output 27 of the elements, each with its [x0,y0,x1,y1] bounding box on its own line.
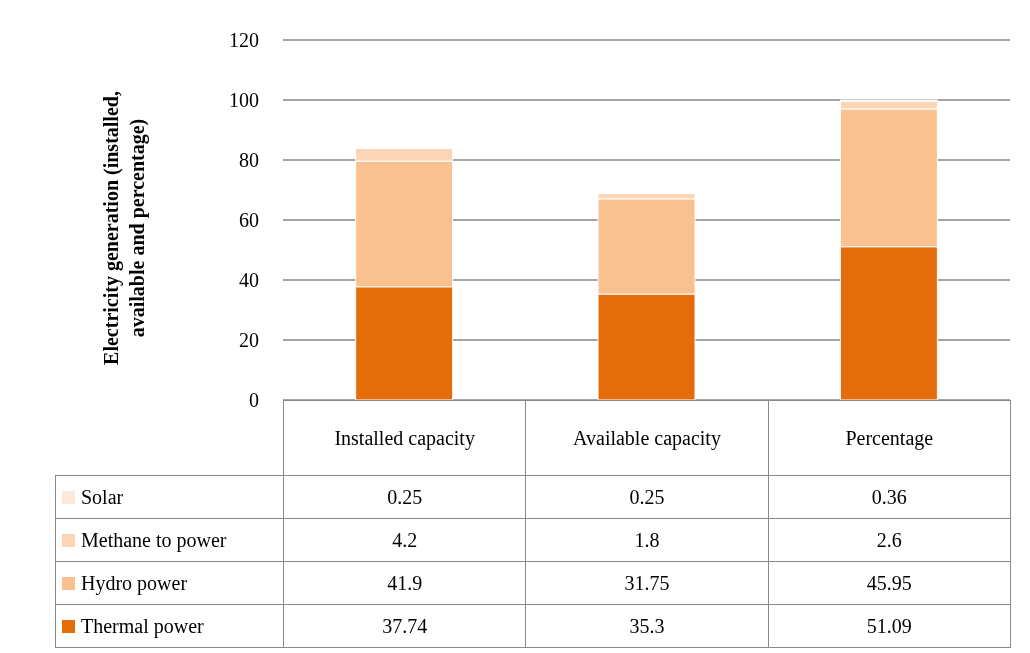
y-tick-label: 80 [239,149,259,172]
data-label: 31.75 [525,561,769,605]
y-tick-label: 0 [249,389,259,412]
x-tick-label: Installed capacity [283,400,527,476]
y-tick-label: 120 [229,29,259,52]
y-tick-label: 20 [239,329,259,352]
legend-label: Hydro power [81,571,188,595]
data-label: 45.95 [767,561,1011,605]
data-label: 41.9 [283,561,527,605]
data-label: 1.8 [525,518,769,562]
data-label: 0.36 [767,475,1011,519]
data-label: 0.25 [525,475,769,519]
data-label: 0.25 [283,475,527,519]
x-tick-label: Available capacity [525,400,769,476]
y-tick-label: 40 [239,269,259,292]
y-tick-label: 100 [229,89,259,112]
y-axis-title: Electricity generation (installed, available and percentage) [99,90,150,367]
data-label: 4.2 [283,518,527,562]
data-label: 37.74 [283,604,527,648]
data-label: 35.3 [525,604,769,648]
y-tick-label: 60 [239,209,259,232]
x-tick-label: Percentage [767,400,1011,476]
legend-label: Solar [81,485,124,509]
legend-label: Methane to power [81,528,227,552]
data-label: 51.09 [767,604,1011,648]
data-label: 2.6 [767,518,1011,562]
legend-label: Thermal power [81,614,204,638]
